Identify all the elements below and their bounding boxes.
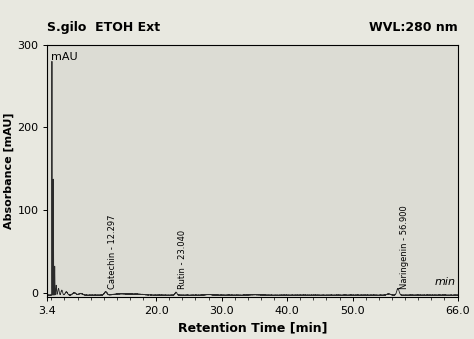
Text: S.gilo  ETOH Ext: S.gilo ETOH Ext (47, 21, 161, 35)
X-axis label: Retention Time [min]: Retention Time [min] (178, 322, 327, 335)
Text: Catechin - 12.297: Catechin - 12.297 (108, 215, 117, 289)
Text: min: min (435, 277, 456, 287)
Text: mAU: mAU (52, 52, 78, 62)
Text: Rutin - 23.040: Rutin - 23.040 (178, 230, 187, 289)
Text: Naringenin - 56.900: Naringenin - 56.900 (400, 205, 409, 289)
Y-axis label: Absorbance [mAU]: Absorbance [mAU] (4, 113, 14, 229)
Text: WVL:280 nm: WVL:280 nm (369, 21, 457, 35)
